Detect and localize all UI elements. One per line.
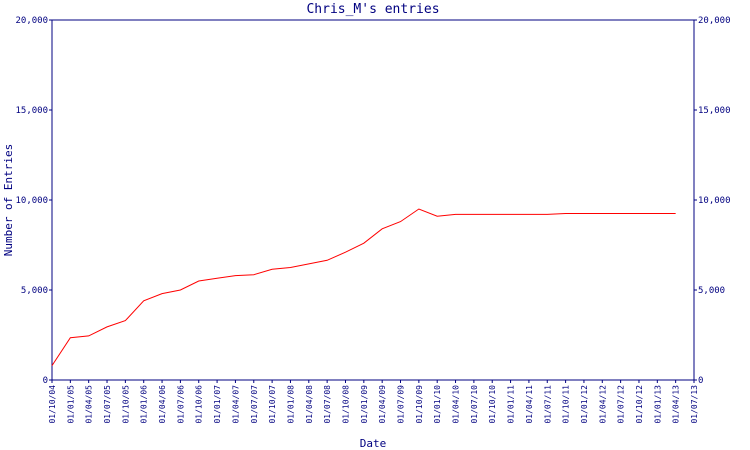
- x-tick-label: 01/10/11: [562, 385, 571, 424]
- x-tick-label: 01/10/05: [121, 385, 130, 424]
- data-line: [51, 208, 676, 366]
- x-tick-label: 01/04/12: [598, 385, 607, 424]
- x-tick-label: 01/04/06: [158, 385, 167, 424]
- x-tick-label: 01/01/10: [433, 385, 442, 424]
- y-axis-label: Number of Entries: [2, 144, 15, 257]
- x-tick-label: 01/01/12: [580, 385, 589, 424]
- chart-title: Chris_M's entries: [306, 2, 439, 17]
- x-tick-label: 01/07/09: [397, 385, 406, 424]
- y-tick-label: 5,000: [21, 286, 48, 296]
- y-tick-label: 15,000: [15, 106, 48, 116]
- y2-tick-label: 15,000: [698, 106, 731, 116]
- y2-tick-label: 10,000: [698, 196, 731, 206]
- x-tick-label: 01/01/08: [286, 385, 295, 424]
- x-tick-label: 01/04/05: [85, 385, 94, 424]
- x-tick-label: 01/07/05: [103, 385, 112, 424]
- x-tick-label: 01/04/10: [452, 385, 461, 424]
- x-tick-label: 01/07/07: [250, 385, 259, 424]
- x-tick-label: 01/04/07: [231, 385, 240, 424]
- y2-tick-label: 20,000: [698, 16, 731, 26]
- y-tick-label: 20,000: [15, 16, 48, 26]
- y-tick-label: 0: [43, 376, 48, 386]
- x-tick-label: 01/10/10: [488, 385, 497, 424]
- x-tick-label: 01/10/04: [48, 385, 57, 424]
- x-tick-label: 01/04/11: [525, 385, 534, 424]
- x-tick-label: 01/01/09: [360, 385, 369, 424]
- x-tick-label: 01/07/08: [323, 385, 332, 424]
- x-tick-label: 01/04/13: [672, 385, 681, 424]
- x-tick-label: 01/04/08: [305, 385, 314, 424]
- y-tick-label: 10,000: [15, 196, 48, 206]
- x-tick-label: 01/01/11: [507, 385, 516, 424]
- x-axis-label: Date: [360, 437, 387, 450]
- x-tick-label: 01/10/08: [341, 385, 350, 424]
- x-tick-label: 01/01/06: [140, 385, 149, 424]
- y2-tick-label: 0: [698, 376, 703, 386]
- x-tick-label: 01/07/13: [690, 385, 699, 424]
- x-tick-label: 01/10/12: [635, 385, 644, 424]
- x-tick-label: 01/01/07: [213, 385, 222, 424]
- x-tick-label: 01/07/11: [543, 385, 552, 424]
- x-tick-label: 01/01/13: [653, 385, 662, 424]
- plot-frame: [51, 19, 695, 381]
- x-tick-label: 01/10/07: [268, 385, 277, 424]
- x-tick-label: 01/07/12: [617, 385, 626, 424]
- x-tick-label: 01/10/09: [415, 385, 424, 424]
- x-tick-label: 01/01/05: [66, 385, 75, 424]
- x-tick-label: 01/07/06: [176, 385, 185, 424]
- y2-tick-label: 5,000: [698, 286, 725, 296]
- x-tick-label: 01/04/09: [378, 385, 387, 424]
- x-tick-label: 01/10/06: [195, 385, 204, 424]
- x-tick-label: 01/07/10: [470, 385, 479, 424]
